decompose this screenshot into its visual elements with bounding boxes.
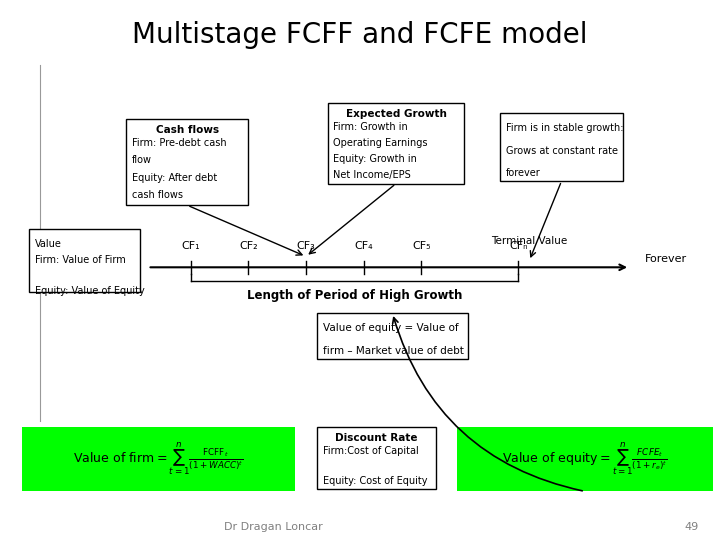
Text: Grows at constant rate: Grows at constant rate bbox=[506, 146, 618, 156]
Text: CF₃: CF₃ bbox=[297, 241, 315, 251]
Text: Length of Period of High Growth: Length of Period of High Growth bbox=[247, 289, 462, 302]
Text: Cash flows: Cash flows bbox=[156, 125, 219, 136]
Text: Net Income/EPS: Net Income/EPS bbox=[333, 170, 411, 180]
Text: Discount Rate: Discount Rate bbox=[335, 433, 418, 443]
Text: Value of equity = Value of: Value of equity = Value of bbox=[323, 323, 458, 333]
FancyBboxPatch shape bbox=[126, 119, 248, 205]
Text: Expected Growth: Expected Growth bbox=[346, 109, 446, 119]
Text: Firm: Value of Firm: Firm: Value of Firm bbox=[35, 255, 125, 265]
Text: $\mathrm{Value\ of\ equity} = \sum_{t=1}^{n} \frac{FCFE_t}{(1+r_e)^t}$: $\mathrm{Value\ of\ equity} = \sum_{t=1}… bbox=[503, 441, 667, 477]
Text: CF₅: CF₅ bbox=[412, 241, 431, 251]
Text: Equity: After debt: Equity: After debt bbox=[132, 173, 217, 183]
Text: Equity: Growth in: Equity: Growth in bbox=[333, 154, 417, 164]
Text: CF₂: CF₂ bbox=[239, 241, 258, 251]
Text: 49: 49 bbox=[684, 522, 698, 531]
FancyBboxPatch shape bbox=[317, 427, 436, 489]
Text: forever: forever bbox=[506, 168, 541, 178]
Text: Firm is in stable growth:: Firm is in stable growth: bbox=[506, 123, 624, 133]
Text: Dr Dragan Loncar: Dr Dragan Loncar bbox=[224, 522, 323, 531]
Text: Firm: Pre-debt cash: Firm: Pre-debt cash bbox=[132, 138, 226, 148]
FancyBboxPatch shape bbox=[457, 427, 713, 491]
Text: Operating Earnings: Operating Earnings bbox=[333, 138, 428, 148]
Text: cash flows: cash flows bbox=[132, 191, 183, 200]
Text: $\mathrm{Value\ of\ firm} = \sum_{t=1}^{n} \frac{\mathrm{FCFF}_t}{(1+WACC)^t}$: $\mathrm{Value\ of\ firm} = \sum_{t=1}^{… bbox=[73, 441, 243, 477]
Text: Terminal Value: Terminal Value bbox=[491, 235, 567, 246]
Text: Firm:Cost of Capital: Firm:Cost of Capital bbox=[323, 446, 418, 456]
Text: firm – Market value of debt: firm – Market value of debt bbox=[323, 346, 464, 356]
Text: Multistage FCFF and FCFE model: Multistage FCFF and FCFE model bbox=[132, 21, 588, 49]
Text: flow: flow bbox=[132, 156, 152, 165]
Text: .......: ....... bbox=[457, 260, 482, 269]
Text: Firm: Growth in: Firm: Growth in bbox=[333, 122, 408, 132]
FancyBboxPatch shape bbox=[500, 113, 623, 181]
Text: Forever: Forever bbox=[644, 254, 687, 264]
Text: Equity: Value of Equity: Equity: Value of Equity bbox=[35, 286, 144, 296]
FancyBboxPatch shape bbox=[29, 230, 140, 292]
Text: Equity: Cost of Equity: Equity: Cost of Equity bbox=[323, 476, 427, 486]
FancyBboxPatch shape bbox=[317, 313, 468, 359]
FancyBboxPatch shape bbox=[22, 427, 295, 491]
FancyBboxPatch shape bbox=[328, 103, 464, 184]
Text: Value: Value bbox=[35, 239, 61, 249]
Text: CF₄: CF₄ bbox=[354, 241, 373, 251]
Text: CFₙ: CFₙ bbox=[509, 241, 528, 251]
Text: CF₁: CF₁ bbox=[181, 241, 200, 251]
